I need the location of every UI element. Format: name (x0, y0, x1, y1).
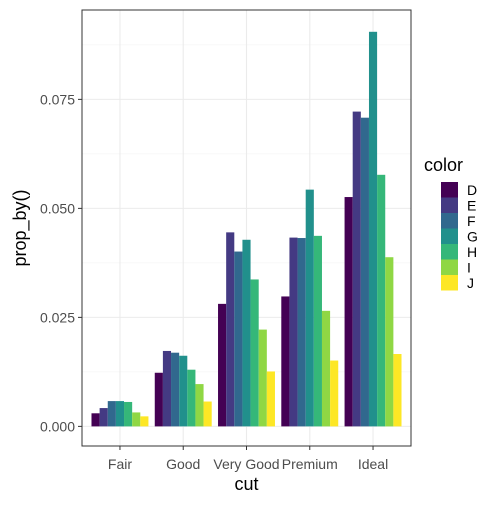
bar-G-good (179, 355, 188, 427)
bar-I-ideal (385, 257, 394, 427)
x-tick-label: Fair (108, 456, 132, 472)
legend-label-G: G (467, 229, 478, 245)
legend-key-G (441, 228, 458, 244)
legend-label-I: I (467, 260, 471, 276)
legend-key-I (441, 259, 458, 275)
bar-H-premium (313, 235, 322, 427)
legend-key-F (441, 213, 458, 229)
legend-key-H (441, 244, 458, 260)
x-axis-title: cut (234, 474, 258, 494)
bar-F-premium (297, 238, 306, 427)
bar-E-premium (289, 237, 298, 427)
bar-I-good (195, 384, 204, 427)
bar-G-very-good (242, 239, 251, 427)
bar-F-very-good (234, 251, 243, 427)
bar-J-good (203, 401, 212, 427)
bars (91, 31, 402, 427)
bar-H-very-good (250, 279, 259, 427)
x-axis: Fair Good Very Good Premium Ideal (108, 446, 388, 472)
legend-key-D (441, 182, 458, 198)
bar-E-good (162, 350, 172, 427)
bar-J-very-good (266, 371, 275, 427)
bar-E-ideal (352, 111, 361, 427)
bar-H-fair (124, 401, 133, 427)
bar-F-ideal (360, 117, 369, 427)
bar-D-fair (91, 413, 100, 427)
bar-D-premium (281, 296, 290, 427)
legend-key-J (441, 275, 458, 291)
bar-F-fair (107, 401, 116, 427)
y-tick-label: 0.000 (40, 418, 75, 434)
legend-label-H: H (467, 244, 477, 260)
y-axis-title: prop_by() (10, 189, 31, 266)
bar-J-fair (140, 416, 149, 427)
y-tick-label: 0.075 (40, 91, 75, 107)
legend-title: color (424, 155, 463, 175)
x-tick-label: Good (166, 456, 200, 472)
bar-H-ideal (377, 174, 386, 427)
legend-label-D: D (467, 182, 477, 198)
bar-E-very-good (226, 232, 235, 427)
bar-D-very-good (218, 303, 227, 427)
legend-label-F: F (467, 213, 476, 229)
bar-H-good (187, 369, 196, 427)
bar-G-ideal (368, 31, 378, 427)
y-tick-label: 0.025 (40, 309, 75, 325)
bar-I-fair (132, 412, 141, 427)
bar-E-fair (99, 408, 108, 427)
bar-I-very-good (258, 329, 267, 427)
legend-key-E (441, 197, 458, 213)
bar-F-good (171, 352, 180, 427)
legend-label-J: J (467, 275, 474, 291)
bar-J-premium (330, 360, 339, 427)
bar-G-premium (305, 189, 314, 427)
legend-label-E: E (467, 198, 476, 214)
bar-G-fair (115, 401, 125, 427)
x-tick-label: Premium (282, 456, 338, 472)
bar-J-ideal (393, 354, 402, 427)
x-tick-label: Ideal (358, 456, 388, 472)
bar-D-good (154, 372, 163, 427)
bar-D-ideal (344, 197, 353, 427)
bar-I-premium (321, 310, 331, 427)
y-axis: 0.000 0.025 0.050 0.075 (40, 91, 82, 434)
y-tick-label: 0.050 (40, 200, 75, 216)
x-tick-label: Very Good (213, 456, 279, 472)
